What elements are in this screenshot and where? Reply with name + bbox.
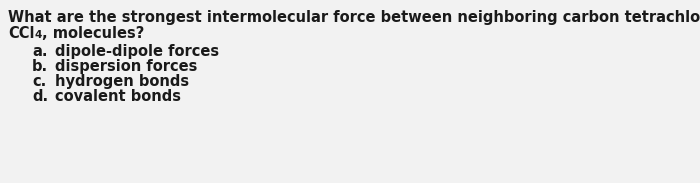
Text: , molecules?: , molecules?	[42, 26, 144, 41]
Text: b.: b.	[32, 59, 48, 74]
Text: d.: d.	[32, 89, 48, 104]
Text: dispersion forces: dispersion forces	[55, 59, 197, 74]
Text: 4: 4	[34, 30, 42, 40]
Text: CCl: CCl	[8, 26, 34, 41]
Text: a.: a.	[32, 44, 48, 59]
Text: covalent bonds: covalent bonds	[55, 89, 181, 104]
Text: What are the strongest intermolecular force between neighboring carbon tetrachlo: What are the strongest intermolecular fo…	[8, 10, 700, 25]
Text: c.: c.	[32, 74, 46, 89]
Text: dipole-dipole forces: dipole-dipole forces	[55, 44, 219, 59]
Text: hydrogen bonds: hydrogen bonds	[55, 74, 189, 89]
